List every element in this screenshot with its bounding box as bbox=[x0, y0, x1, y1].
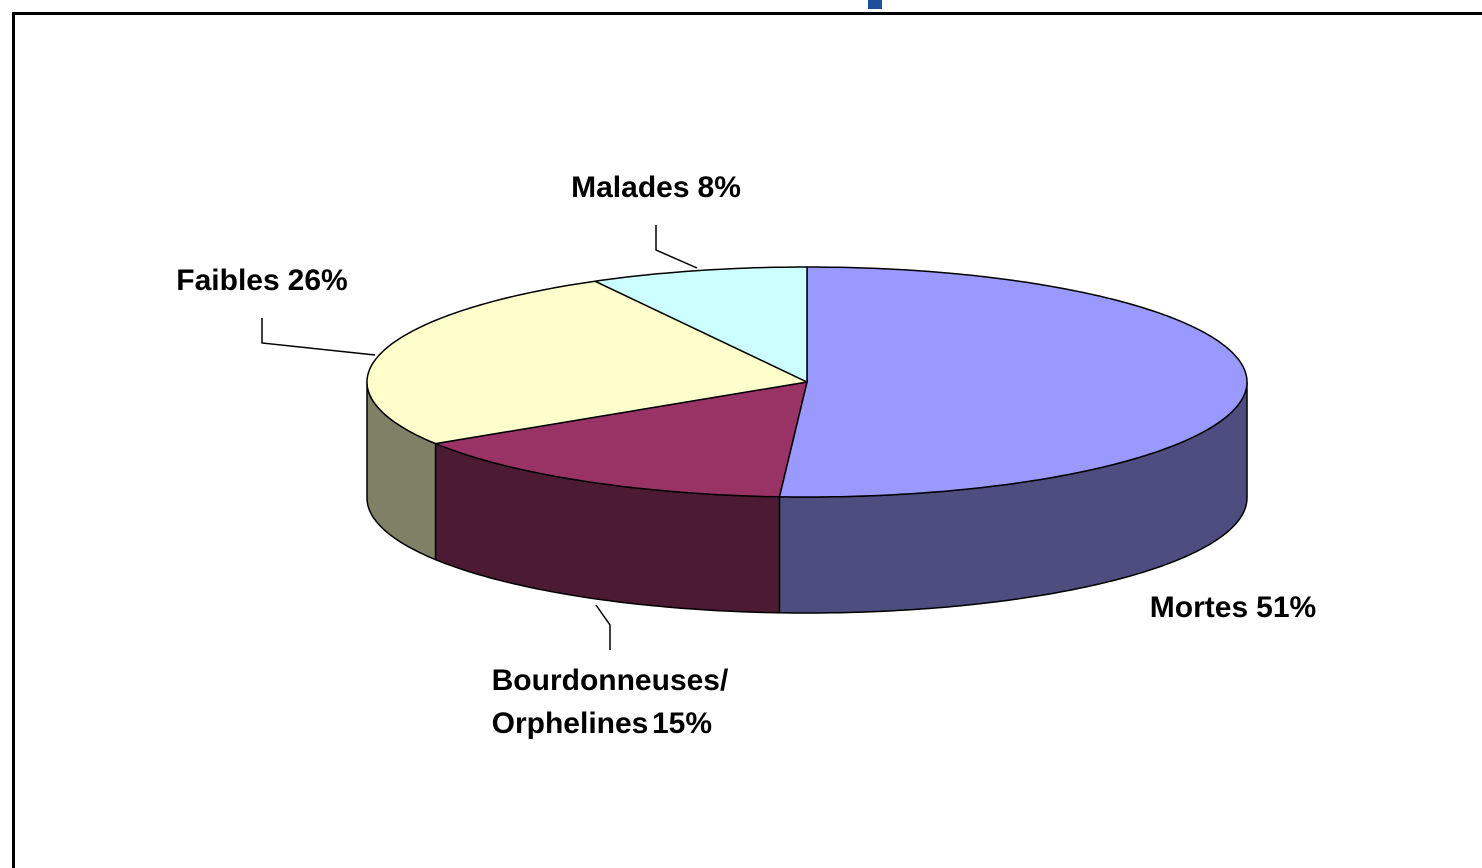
slice-label: Faibles 26% bbox=[176, 264, 347, 297]
value-label: 15% bbox=[652, 707, 712, 740]
pie-slice bbox=[594, 266, 808, 383]
chart-frame bbox=[12, 12, 1482, 868]
slice-label: Mortes 51% bbox=[1150, 591, 1316, 624]
slice-label: Malades 8% bbox=[571, 171, 741, 204]
pie-slice bbox=[778, 266, 1248, 498]
labels: Mortes 51% Bourdonneuses/Orphelines 15% Faib… bbox=[176, 171, 1316, 740]
pie-sides bbox=[366, 381, 1248, 614]
category-label: Mortes bbox=[1150, 591, 1248, 624]
pie-tops bbox=[366, 266, 1248, 498]
pie-slice bbox=[366, 280, 808, 445]
pie-slice bbox=[434, 381, 808, 498]
value-label: 8% bbox=[698, 171, 741, 204]
leader-line bbox=[595, 604, 611, 650]
category-label: Malades bbox=[571, 171, 689, 204]
title-fragment bbox=[868, 0, 882, 9]
value-label: 51% bbox=[1256, 591, 1316, 624]
value-label: 26% bbox=[288, 264, 348, 297]
category-label: Faibles bbox=[176, 264, 279, 297]
leader-line bbox=[655, 225, 698, 269]
leader-line bbox=[261, 318, 376, 356]
category-label: Bourdonneuses/Orphelines bbox=[492, 664, 729, 740]
